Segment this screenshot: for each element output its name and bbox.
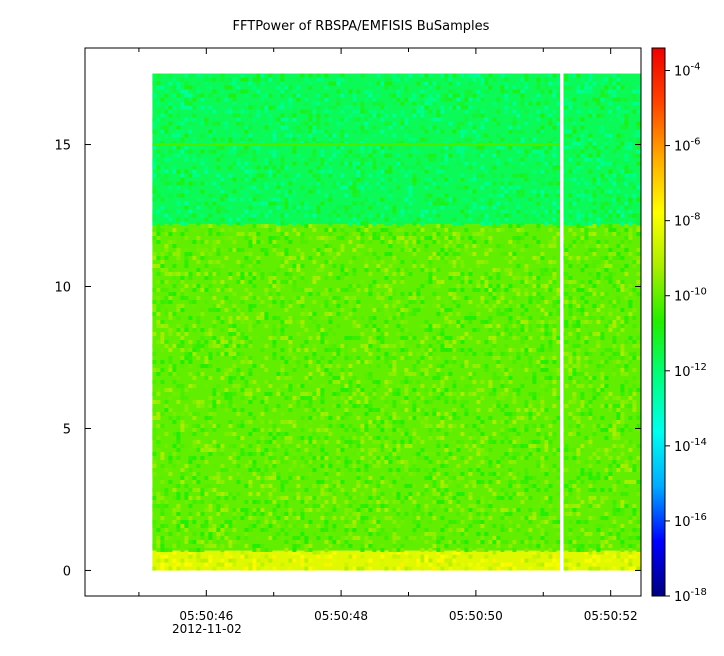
spectrogram-texture (152, 73, 641, 226)
x-tick-label: 05:50:48 (314, 609, 368, 623)
x-tick-label: 05:50:50 (449, 609, 503, 623)
colorbar-tick-exponent: -16 (691, 512, 707, 523)
chart-title: FFTPower of RBSPA/EMFISIS BuSamples (233, 19, 490, 34)
x-date-label: 2012-11-02 (172, 622, 242, 636)
colorbar-tick-label: 10-4 (674, 62, 701, 80)
spectrogram-texture (152, 224, 641, 552)
x-tick-label: 05:50:46 (179, 609, 233, 623)
data-gap (560, 72, 564, 572)
colorbar-tick-label: 10-14 (674, 437, 707, 455)
colorbar-gradient (651, 47, 666, 597)
colorbar-tick-exponent: -10 (691, 287, 707, 298)
y-tick-label: 0 (63, 564, 71, 579)
plot-area (85, 48, 641, 596)
x-tick-label: 05:50:52 (584, 609, 638, 623)
colorbar-tick-exponent: -6 (691, 137, 701, 148)
colorbar-tick-label: 10-18 (674, 587, 707, 605)
colorbar-tick-label: 10-10 (674, 287, 707, 305)
colorbar-tick-exponent: -8 (691, 212, 701, 223)
colorbar-tick-label: 10-8 (674, 212, 701, 230)
y-tick-label: 15 (54, 139, 71, 154)
colorbar-tick-label: 10-16 (674, 512, 707, 530)
plot-frame (84, 47, 642, 597)
colorbar-tick-label: 10-12 (674, 362, 707, 380)
y-tick-label: 10 (54, 281, 71, 296)
axes: 0 5 10 15 05:50:46 05:50:48 05:50:50 05:50:52 (54, 47, 642, 623)
y-tick-label: 5 (63, 422, 71, 437)
spectrogram-data (152, 72, 641, 572)
colorbar-tick-exponent: -12 (691, 362, 707, 373)
spectral-line (152, 143, 561, 147)
colorbar-tick-exponent: -4 (691, 62, 701, 73)
colorbar-tick-label: 10-6 (674, 137, 701, 155)
colorbar: 10-4 10-6 10-8 10-10 10-12 10-14 10-16 10-18 (651, 47, 707, 605)
colorbar-tick-exponent: -18 (691, 587, 707, 598)
colorbar-tick-exponent: -14 (691, 437, 707, 448)
